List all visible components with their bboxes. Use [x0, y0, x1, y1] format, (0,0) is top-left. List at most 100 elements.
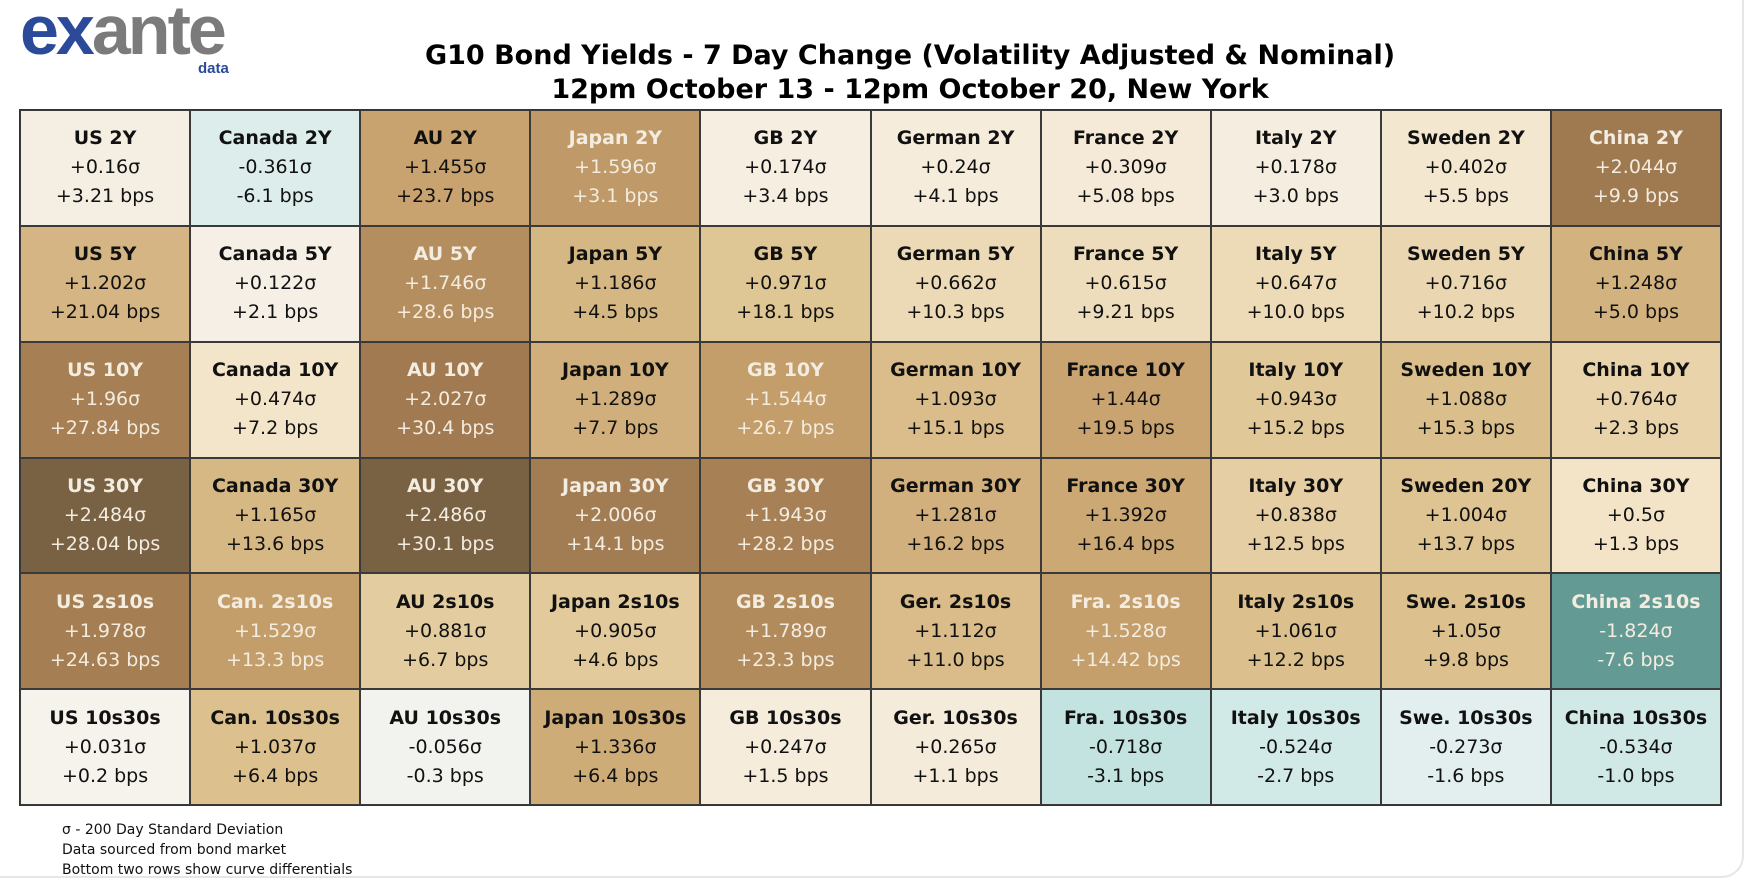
- cell-sigma: -0.524σ: [1259, 735, 1333, 758]
- cell-sigma: +1.112σ: [914, 619, 997, 642]
- cell-sigma: +1.96σ: [69, 388, 141, 411]
- logo-wordmark: exante: [20, 0, 227, 69]
- logo-subtext: data: [198, 60, 229, 77]
- cell-label: GB 5Y: [753, 243, 818, 266]
- cell-label: US 5Y: [73, 243, 137, 266]
- heatmap-cell: German 5Y +0.662σ +10.3 bps: [870, 225, 1041, 342]
- heatmap-cell: GB 30Y +1.943σ +28.2 bps: [700, 457, 871, 574]
- cell-label: AU 5Y: [413, 243, 477, 266]
- cell-bps: +21.04 bps: [49, 301, 161, 324]
- cell-label: AU 30Y: [407, 474, 484, 497]
- cell-label: Sweden 2Y: [1406, 127, 1525, 150]
- cell-bps: +5.08 bps: [1076, 185, 1175, 208]
- heatmap-cell: GB 2s10s +1.789σ +23.3 bps: [700, 573, 871, 690]
- cell-sigma: +0.838σ: [1254, 503, 1337, 526]
- cell-bps: +15.3 bps: [1416, 417, 1515, 440]
- heatmap-cell: AU 10Y +2.027σ +30.4 bps: [360, 341, 531, 458]
- cell-label: Fra. 2s10s: [1070, 590, 1181, 613]
- cell-bps: +9.8 bps: [1422, 648, 1509, 671]
- cell-sigma: +1.248σ: [1594, 272, 1678, 295]
- cell-sigma: -0.361σ: [238, 156, 312, 179]
- cell-bps: +30.4 bps: [396, 417, 495, 440]
- cell-label: Ger. 2s10s: [899, 590, 1012, 613]
- cell-sigma: +0.905σ: [574, 619, 657, 642]
- cell-sigma: +0.24σ: [920, 156, 991, 179]
- cell-bps: +3.1 bps: [572, 185, 659, 208]
- heatmap-cell: France 30Y +1.392σ +16.4 bps: [1040, 457, 1211, 574]
- cell-bps: +28.04 bps: [49, 532, 161, 555]
- cell-bps: +23.3 bps: [736, 648, 835, 671]
- cell-label: German 30Y: [890, 474, 1021, 497]
- cell-bps: +7.7 bps: [572, 417, 659, 440]
- cell-sigma: +1.289σ: [574, 388, 657, 411]
- cell-sigma: +0.265σ: [914, 735, 997, 758]
- cell-bps: +10.0 bps: [1246, 301, 1345, 324]
- cell-bps: +19.5 bps: [1076, 417, 1175, 440]
- cell-sigma: +1.336σ: [574, 735, 657, 758]
- cell-bps: +6.4 bps: [232, 764, 319, 787]
- cell-sigma: +0.764σ: [1594, 388, 1678, 411]
- heatmap-cell: Ger. 10s30s +0.265σ +1.1 bps: [870, 689, 1041, 805]
- heatmap-cell: Japan 2Y +1.596σ +3.1 bps: [530, 110, 701, 226]
- cell-sigma: +1.978σ: [63, 619, 147, 642]
- cell-bps: -2.7 bps: [1257, 764, 1335, 787]
- cell-label: US 30Y: [67, 474, 144, 497]
- heatmap-cell: Sweden 5Y +0.716σ +10.2 bps: [1380, 225, 1551, 342]
- cell-label: Swe. 2s10s: [1405, 590, 1526, 613]
- cell-sigma: +2.006σ: [574, 503, 657, 526]
- cell-label: China 5Y: [1588, 243, 1683, 266]
- cell-label: Can. 10s30s: [210, 706, 340, 729]
- cell-sigma: +1.05σ: [1430, 619, 1501, 642]
- cell-sigma: -0.056σ: [408, 735, 482, 758]
- cell-sigma: +0.122σ: [233, 272, 317, 295]
- cell-sigma: +1.165σ: [233, 503, 317, 526]
- cell-sigma: +0.971σ: [744, 272, 827, 295]
- heatmap-cell: US 2s10s +1.978σ +24.63 bps: [20, 573, 191, 690]
- cell-sigma: -0.534σ: [1599, 735, 1673, 758]
- cell-label: AU 2Y: [413, 127, 477, 150]
- heatmap-cell: GB 10Y +1.544σ +26.7 bps: [700, 341, 871, 458]
- heatmap-cell: Italy 10s30s -0.524σ -2.7 bps: [1210, 689, 1381, 805]
- cell-sigma: -0.273σ: [1429, 735, 1503, 758]
- cell-bps: +16.4 bps: [1076, 532, 1175, 555]
- cell-sigma: -0.718σ: [1088, 735, 1163, 758]
- heatmap-cell: US 30Y +2.484σ +28.04 bps: [20, 457, 191, 574]
- cell-bps: +11.0 bps: [906, 648, 1005, 671]
- heatmap-cell: China 5Y +1.248σ +5.0 bps: [1550, 225, 1721, 342]
- cell-label: Japan 2s10s: [550, 590, 680, 613]
- cell-bps: +2.3 bps: [1592, 417, 1680, 440]
- cell-label: Canada 5Y: [218, 243, 332, 266]
- heatmap-cell: GB 5Y +0.971σ +18.1 bps: [700, 225, 871, 342]
- cell-bps: -6.1 bps: [236, 185, 314, 208]
- heatmap-cell: Italy 10Y +0.943σ +15.2 bps: [1210, 341, 1381, 458]
- chart-title: G10 Bond Yields - 7 Day Change (Volatili…: [424, 40, 1396, 71]
- heatmap-cell: China 10s30s -0.534σ -1.0 bps: [1550, 689, 1721, 805]
- heatmap-cell: Can. 2s10s +1.529σ +13.3 bps: [190, 573, 361, 690]
- heatmap-cell: AU 30Y +2.486σ +30.1 bps: [360, 457, 531, 574]
- cell-label: GB 2Y: [753, 127, 818, 150]
- cell-label: Canada 10Y: [211, 359, 339, 382]
- cell-sigma: +1.004σ: [1424, 503, 1508, 526]
- cell-bps: +13.7 bps: [1416, 532, 1515, 555]
- cell-label: GB 10Y: [747, 359, 824, 382]
- cell-bps: -0.3 bps: [406, 764, 484, 787]
- cell-label: Sweden 5Y: [1406, 243, 1525, 266]
- heatmap-cell: Japan 10s30s +1.336σ +6.4 bps: [530, 689, 701, 805]
- cell-bps: +24.63 bps: [49, 648, 161, 671]
- heatmap-cell: Sweden 2Y +0.402σ +5.5 bps: [1380, 110, 1551, 226]
- cell-label: US 2Y: [73, 127, 137, 150]
- chart-subtitle: 12pm October 13 - 12pm October 20, New Y…: [551, 74, 1269, 105]
- cell-bps: +6.4 bps: [572, 764, 659, 787]
- cell-sigma: +1.943σ: [744, 503, 827, 526]
- heatmap-cell: AU 2s10s +0.881σ +6.7 bps: [360, 573, 531, 690]
- cell-bps: +4.5 bps: [572, 301, 659, 324]
- cell-label: Japan 10Y: [562, 359, 669, 382]
- cell-sigma: +0.716σ: [1424, 272, 1508, 295]
- heatmap-cell: US 5Y +1.202σ +21.04 bps: [20, 225, 191, 342]
- heatmap-cell: Japan 5Y +1.186σ +4.5 bps: [530, 225, 701, 342]
- cell-sigma: -1.824σ: [1599, 619, 1673, 642]
- heatmap-cell: US 10Y +1.96σ +27.84 bps: [20, 341, 191, 458]
- cell-label: German 10Y: [890, 359, 1021, 382]
- cell-sigma: +1.455σ: [404, 156, 487, 179]
- cell-sigma: +1.093σ: [914, 388, 997, 411]
